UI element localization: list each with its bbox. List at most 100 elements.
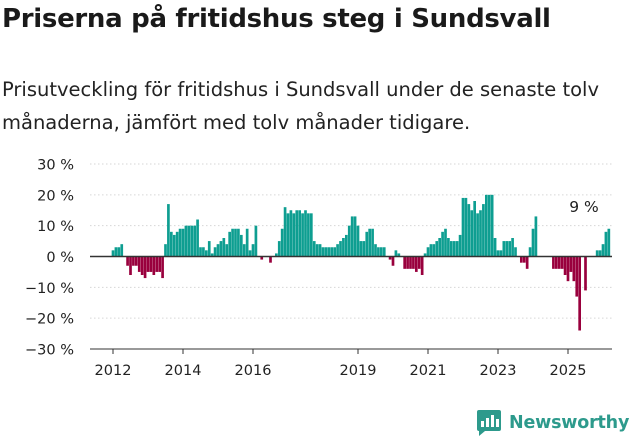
bar bbox=[269, 256, 272, 263]
bar bbox=[490, 194, 494, 257]
bar bbox=[429, 244, 433, 257]
bar bbox=[569, 256, 573, 272]
bar bbox=[339, 241, 342, 257]
bar bbox=[274, 253, 278, 257]
bar bbox=[283, 207, 287, 257]
bar bbox=[347, 225, 351, 257]
bar bbox=[554, 256, 558, 269]
chart-subtitle: Prisutveckling för fritidshus i Sundsval… bbox=[2, 78, 599, 134]
bar bbox=[566, 256, 570, 282]
bar bbox=[234, 228, 237, 257]
bar bbox=[318, 244, 322, 257]
latest-value-annotation: 9 % bbox=[569, 198, 599, 216]
bar bbox=[152, 256, 156, 275]
bar bbox=[447, 238, 450, 257]
bar bbox=[333, 247, 336, 257]
x-tick-label: 2016 bbox=[235, 363, 272, 379]
bar bbox=[324, 247, 328, 257]
bar bbox=[552, 256, 555, 269]
bar bbox=[164, 244, 167, 257]
bar bbox=[519, 256, 523, 263]
bar bbox=[531, 228, 535, 257]
bar bbox=[286, 213, 290, 257]
bar bbox=[377, 247, 380, 257]
bar bbox=[309, 213, 313, 257]
bar bbox=[307, 213, 310, 257]
bar bbox=[362, 241, 366, 257]
bar bbox=[563, 256, 567, 275]
bar bbox=[470, 210, 474, 257]
bar bbox=[388, 256, 392, 260]
bar bbox=[187, 225, 191, 257]
bar bbox=[514, 247, 517, 257]
bar bbox=[368, 228, 371, 257]
bar bbox=[321, 247, 325, 257]
bar bbox=[231, 228, 234, 257]
bar bbox=[207, 241, 211, 257]
y-tick-label: −30 % bbox=[25, 343, 74, 359]
bar bbox=[143, 256, 147, 279]
bar bbox=[280, 228, 284, 257]
bar bbox=[382, 247, 386, 257]
bar bbox=[196, 219, 199, 257]
bar bbox=[391, 256, 395, 266]
bar bbox=[292, 213, 296, 257]
y-tick-label: 20 % bbox=[37, 188, 74, 204]
y-tick-label: 30 % bbox=[37, 158, 74, 174]
bar bbox=[365, 231, 369, 257]
bar bbox=[202, 247, 205, 257]
x-tick-label: 2021 bbox=[410, 363, 447, 379]
bar bbox=[190, 225, 194, 257]
bar bbox=[336, 244, 339, 257]
bar bbox=[522, 256, 526, 263]
bar bbox=[126, 256, 129, 266]
bar bbox=[473, 201, 476, 257]
bar bbox=[132, 256, 135, 266]
y-tick-label: −20 % bbox=[25, 312, 74, 328]
bar bbox=[184, 225, 188, 257]
bar bbox=[371, 228, 374, 257]
bar bbox=[534, 216, 538, 257]
bar bbox=[417, 256, 421, 269]
bar bbox=[312, 241, 316, 257]
bar bbox=[251, 244, 255, 257]
bar bbox=[304, 210, 307, 257]
bar bbox=[359, 241, 363, 257]
bar bbox=[432, 244, 436, 257]
bar bbox=[301, 213, 304, 257]
bar bbox=[479, 210, 482, 257]
bar bbox=[528, 247, 532, 257]
x-tick-label: 2025 bbox=[550, 363, 587, 379]
x-tick-label: 2012 bbox=[95, 363, 132, 379]
y-tick-label: 0 % bbox=[46, 250, 74, 266]
bar bbox=[403, 256, 406, 269]
bar bbox=[213, 247, 217, 257]
x-axis: 2012 2014 2016 2019 2021 2023 2025 bbox=[90, 348, 612, 379]
bar bbox=[149, 256, 153, 272]
bar bbox=[595, 250, 599, 257]
bar bbox=[204, 250, 208, 257]
bar bbox=[353, 216, 357, 257]
bar bbox=[575, 256, 579, 297]
x-tick-label: 2019 bbox=[340, 363, 377, 379]
bar bbox=[254, 225, 258, 257]
bar bbox=[438, 238, 441, 257]
bar bbox=[219, 241, 223, 257]
bar bbox=[420, 256, 424, 275]
bar bbox=[493, 238, 497, 257]
bar bbox=[216, 244, 220, 257]
bar bbox=[146, 256, 150, 272]
bar bbox=[140, 256, 144, 275]
bar bbox=[222, 238, 226, 257]
bar bbox=[607, 228, 611, 257]
chart-title: Priserna på fritidshus steg i Sundsvall bbox=[2, 4, 551, 34]
bar bbox=[584, 256, 587, 291]
bar bbox=[228, 231, 231, 257]
bar bbox=[458, 234, 462, 257]
bar bbox=[210, 253, 214, 257]
bar bbox=[476, 213, 479, 257]
bar bbox=[374, 244, 377, 257]
bar bbox=[260, 256, 264, 260]
bar bbox=[502, 241, 506, 257]
bar bbox=[557, 256, 561, 269]
